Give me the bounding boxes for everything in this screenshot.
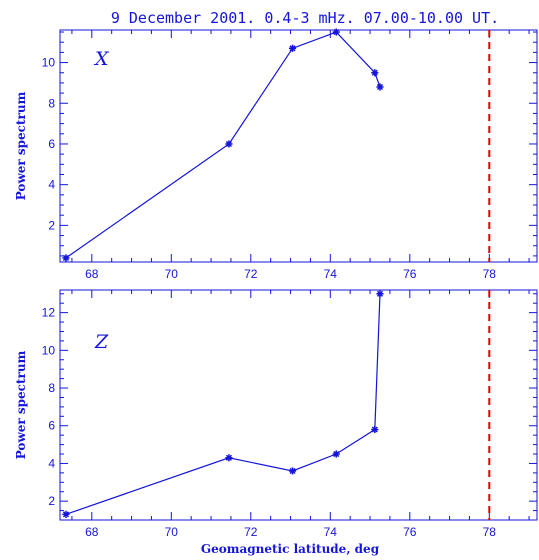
y-axis-label: Power spectrum bbox=[14, 350, 28, 459]
x-tick-label: 76 bbox=[403, 267, 417, 281]
x-tick-label: 74 bbox=[324, 525, 338, 539]
data-point bbox=[288, 467, 297, 475]
data-point bbox=[332, 28, 340, 36]
y-tick-label: 2 bbox=[48, 494, 55, 508]
y-tick-label: 8 bbox=[48, 381, 55, 395]
data-point bbox=[371, 425, 379, 434]
x-tick-label: 70 bbox=[165, 267, 179, 281]
y-tick-label: 6 bbox=[48, 419, 55, 433]
data-point bbox=[288, 44, 297, 52]
y-tick-label: 2 bbox=[48, 218, 55, 232]
series-line bbox=[65, 31, 381, 259]
chart-title: 9 December 2001. 0.4-3 mHz. 07.00-10.00 … bbox=[111, 9, 499, 27]
x-tick-label: 70 bbox=[165, 525, 179, 539]
data-point bbox=[62, 510, 70, 518]
x-tick-label: 72 bbox=[244, 267, 258, 281]
x-tick-label: 76 bbox=[403, 525, 417, 539]
y-tick-label: 10 bbox=[42, 56, 56, 70]
x-axis-label: Geomagnetic latitude, deg bbox=[201, 542, 380, 556]
panel-label: Z bbox=[94, 331, 109, 353]
x-tick-label: 72 bbox=[244, 525, 258, 539]
x-tick-label: 68 bbox=[85, 525, 99, 539]
x-tick-label: 78 bbox=[483, 267, 497, 281]
data-point bbox=[225, 454, 233, 462]
data-point bbox=[62, 254, 70, 262]
y-tick-label: 10 bbox=[42, 343, 56, 357]
x-tick-label: 78 bbox=[483, 525, 497, 539]
panel-label: X bbox=[93, 48, 110, 70]
x-tick-label: 74 bbox=[324, 267, 338, 281]
data-point bbox=[376, 83, 384, 91]
plot-frame bbox=[59, 289, 538, 521]
data-point bbox=[376, 290, 384, 298]
data-point bbox=[225, 140, 233, 148]
y-tick-label: 6 bbox=[48, 137, 55, 151]
data-point bbox=[371, 69, 379, 77]
y-tick-label: 4 bbox=[48, 178, 55, 192]
x-tick-label: 68 bbox=[85, 267, 99, 281]
y-axis-label: Power spectrum bbox=[14, 91, 28, 200]
y-tick-label: 4 bbox=[48, 456, 55, 470]
plot-frame bbox=[59, 29, 538, 263]
y-tick-label: 12 bbox=[42, 306, 56, 320]
y-tick-label: 8 bbox=[48, 96, 55, 110]
series-line bbox=[65, 293, 381, 515]
data-point bbox=[332, 450, 340, 458]
